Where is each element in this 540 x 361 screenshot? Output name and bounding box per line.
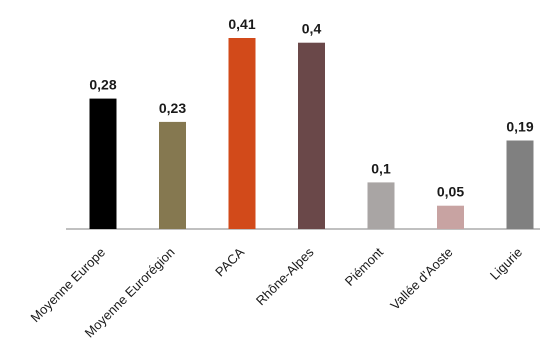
x-tick-label: Piémont bbox=[342, 244, 387, 289]
bar bbox=[159, 121, 186, 229]
x-tick-label: Moyenne Europe bbox=[28, 245, 109, 326]
data-label: 0,19 bbox=[506, 119, 533, 135]
data-label: 0,05 bbox=[437, 184, 464, 200]
data-label: 0,1 bbox=[371, 160, 391, 176]
bar bbox=[506, 140, 534, 229]
data-label: 0,41 bbox=[228, 16, 255, 32]
data-label: 0,28 bbox=[89, 77, 116, 93]
bar bbox=[437, 205, 464, 229]
value-labels-group: 0,28 0,23 0,41 0,4 0,1 0,05 0,19 bbox=[89, 16, 533, 200]
x-tick-label: Vallée d'Aoste bbox=[387, 245, 455, 313]
bar bbox=[89, 98, 117, 229]
data-label: 0,4 bbox=[302, 21, 322, 37]
bar bbox=[228, 38, 256, 229]
x-tick-label: Ligurie bbox=[487, 245, 525, 283]
bars-group bbox=[89, 38, 534, 230]
bar bbox=[298, 42, 325, 230]
data-label: 0,23 bbox=[159, 100, 186, 116]
bar bbox=[367, 182, 395, 229]
x-tick-label: Rhône-Alpes bbox=[253, 244, 317, 308]
x-tick-label: PACA bbox=[212, 244, 247, 279]
